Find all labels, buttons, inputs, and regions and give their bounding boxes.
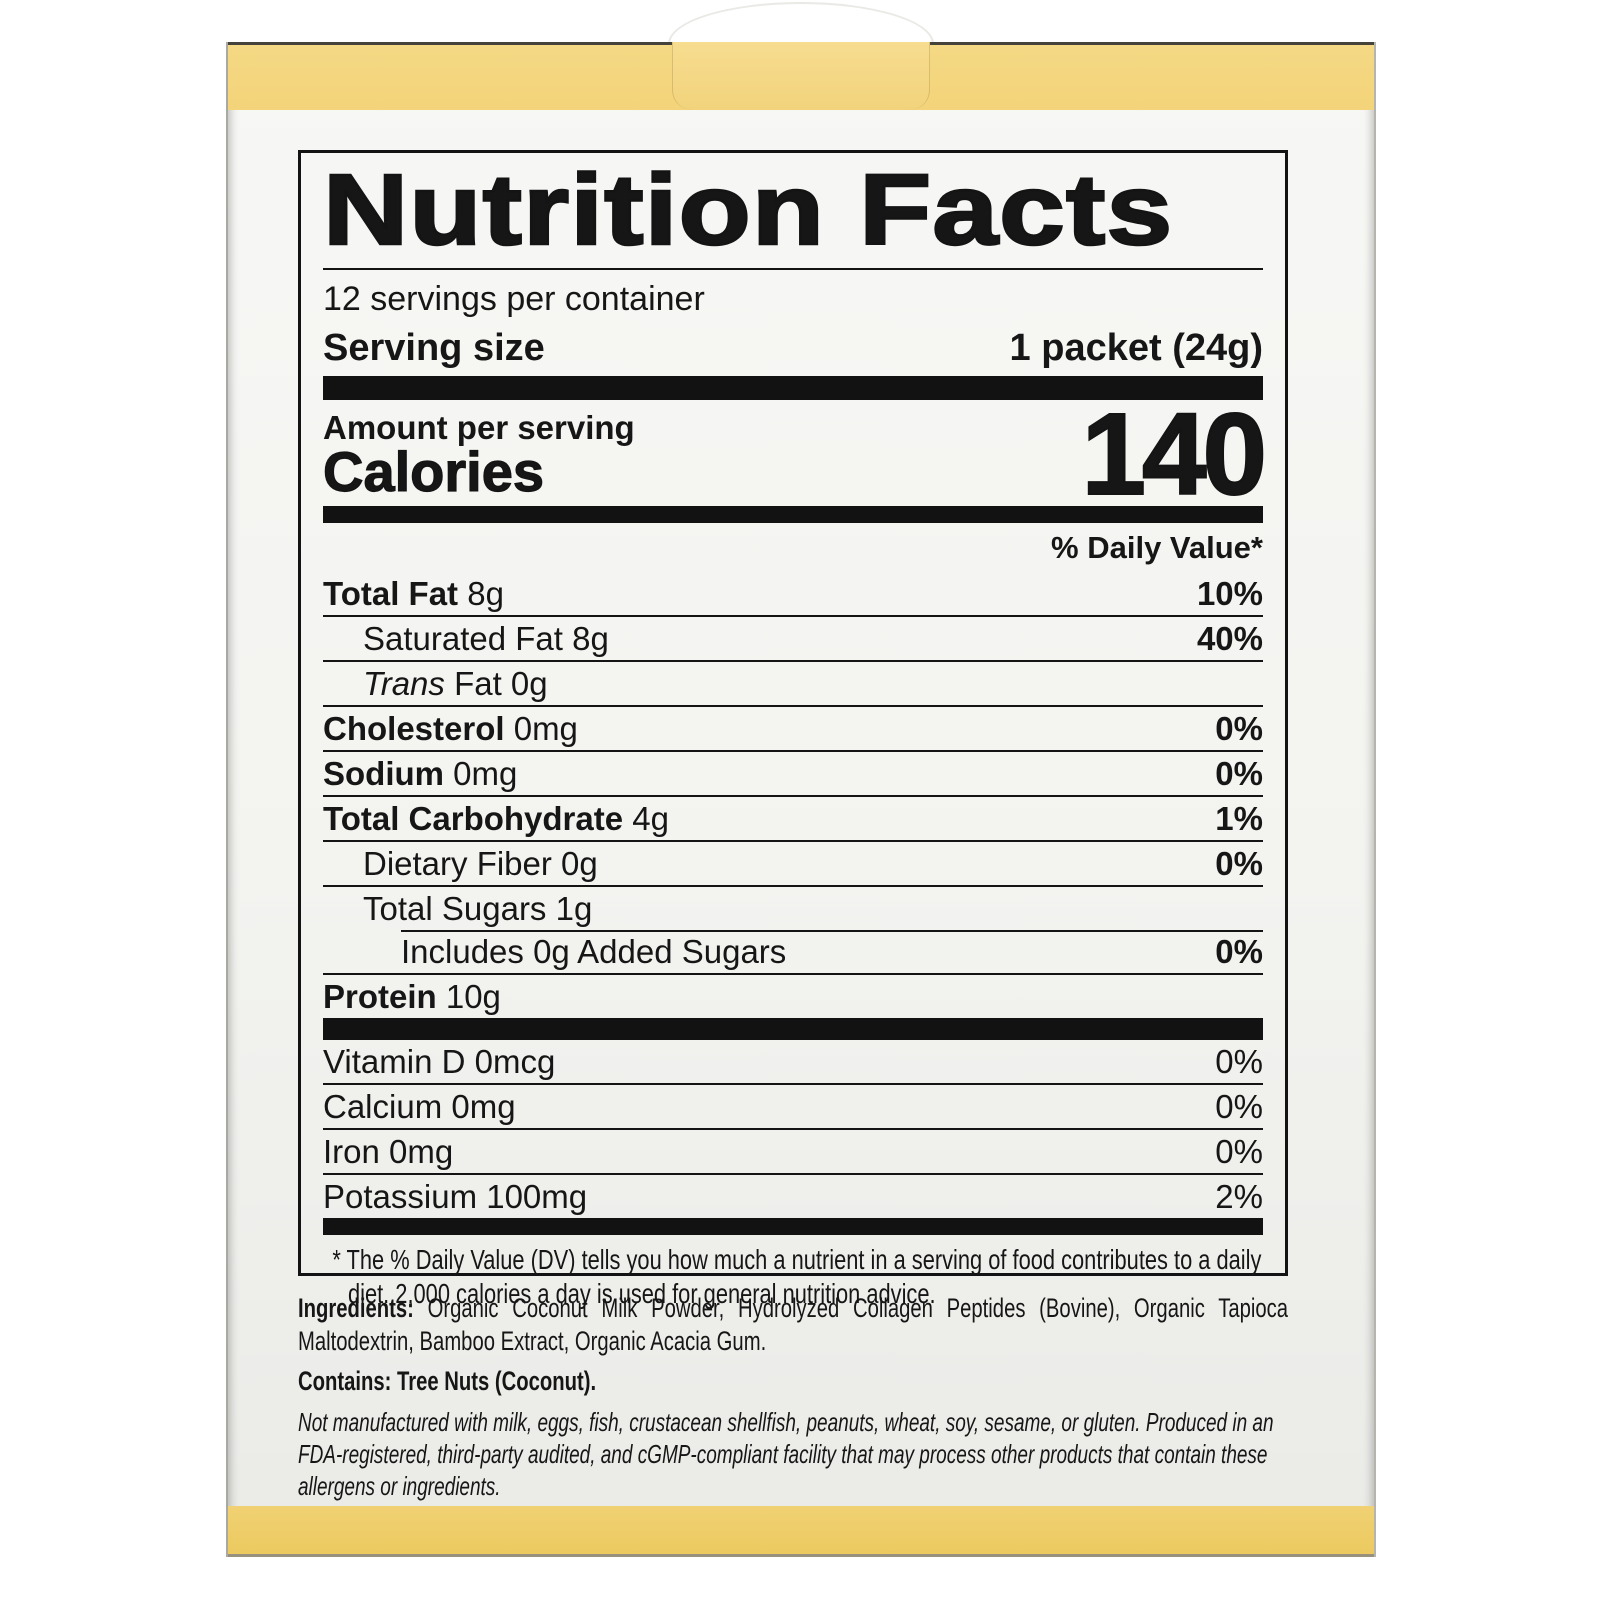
nutrient-row-protein: Protein 10g <box>323 973 1263 1018</box>
nutrient-row-sodium: Sodium 0mg 0% <box>323 750 1263 795</box>
dv-value: 0% <box>1215 709 1263 747</box>
nutrient-row-dietary-fiber: Dietary Fiber 0g 0% <box>323 840 1263 885</box>
thick-divider <box>323 1018 1263 1040</box>
amount-per-serving-label: Amount per serving <box>323 409 635 446</box>
product-box-back: Nutrition Facts 12 servings per containe… <box>226 2 1376 1557</box>
calories-label: Calories <box>322 440 544 503</box>
ingredients-section: Ingredients: Organic Coconut Milk Powder… <box>298 1292 1288 1502</box>
dv-value: 2% <box>1215 1177 1263 1215</box>
nutrient-row-trans-fat: Trans Fat 0g <box>323 660 1263 705</box>
dv-value: 0% <box>1215 1042 1263 1080</box>
daily-value-footnote: * The % Daily Value (DV) tells you how m… <box>332 1244 1262 1309</box>
nutrition-facts-panel: Nutrition Facts 12 servings per containe… <box>298 150 1288 1309</box>
vitamin-row-iron: Iron 0mg 0% <box>323 1128 1263 1173</box>
ingredients-label: Ingredients: <box>298 1293 414 1323</box>
serving-size-row: Serving size 1 packet (24g) <box>323 326 1263 370</box>
nutrient-row-cholesterol: Cholesterol 0mg 0% <box>323 705 1263 750</box>
nutrient-row-saturated-fat: Saturated Fat 8g 40% <box>323 615 1263 660</box>
serving-size-label: Serving size <box>323 327 545 369</box>
allergen-disclaimer: Not manufactured with milk, eggs, fish, … <box>298 1407 1274 1501</box>
top-yellow-band <box>228 42 1374 110</box>
vitamin-row-calcium: Calcium 0mg 0% <box>323 1083 1263 1128</box>
servings-per-container: 12 servings per container <box>323 280 705 318</box>
bottom-yellow-band <box>228 1506 1374 1557</box>
medium-divider <box>323 506 1263 523</box>
nutrient-row-total-sugars: Total Sugars 1g <box>323 885 1263 930</box>
calories-row: Amount per serving Calories 140 <box>322 389 1268 519</box>
dv-value: 0% <box>1215 1087 1263 1125</box>
calories-value: 140 <box>1080 389 1268 519</box>
dv-value: 1% <box>1215 799 1263 837</box>
nutrient-row-total-carbohydrate: Total Carbohydrate 4g 1% <box>323 795 1263 840</box>
nutrient-row-added-sugars: Includes 0g Added Sugars 0% <box>323 930 1263 973</box>
daily-value-header: % Daily Value* <box>1051 530 1263 565</box>
medium-divider <box>323 1218 1263 1235</box>
thick-divider <box>323 376 1263 400</box>
ingredients-text: Organic Coconut Milk Powder, Hydrolyzed … <box>298 1293 1288 1356</box>
dv-value: 0% <box>1215 844 1263 882</box>
ingredients-paragraph: Ingredients: Organic Coconut Milk Powder… <box>298 1292 1288 1358</box>
box-tuck-flap <box>672 42 930 110</box>
vitamin-row-vitamin-d: Vitamin D 0mcg 0% <box>323 1042 1263 1080</box>
dv-value: 0% <box>1215 932 1263 970</box>
nutrition-facts-title: Nutrition Facts <box>322 154 1174 266</box>
nutrient-row-total-fat: Total Fat 8g 10% <box>323 574 1263 612</box>
vitamin-row-potassium: Potassium 100mg 2% <box>323 1173 1263 1218</box>
contains-statement: Contains: Tree Nuts (Coconut). <box>298 1366 597 1396</box>
serving-size-value: 1 packet (24g) <box>1009 327 1263 369</box>
divider <box>323 268 1263 270</box>
dv-value: 0% <box>1215 754 1263 792</box>
dv-value: 0% <box>1215 1132 1263 1170</box>
dv-value: 40% <box>1196 619 1263 657</box>
dv-value: 10% <box>1196 574 1263 612</box>
